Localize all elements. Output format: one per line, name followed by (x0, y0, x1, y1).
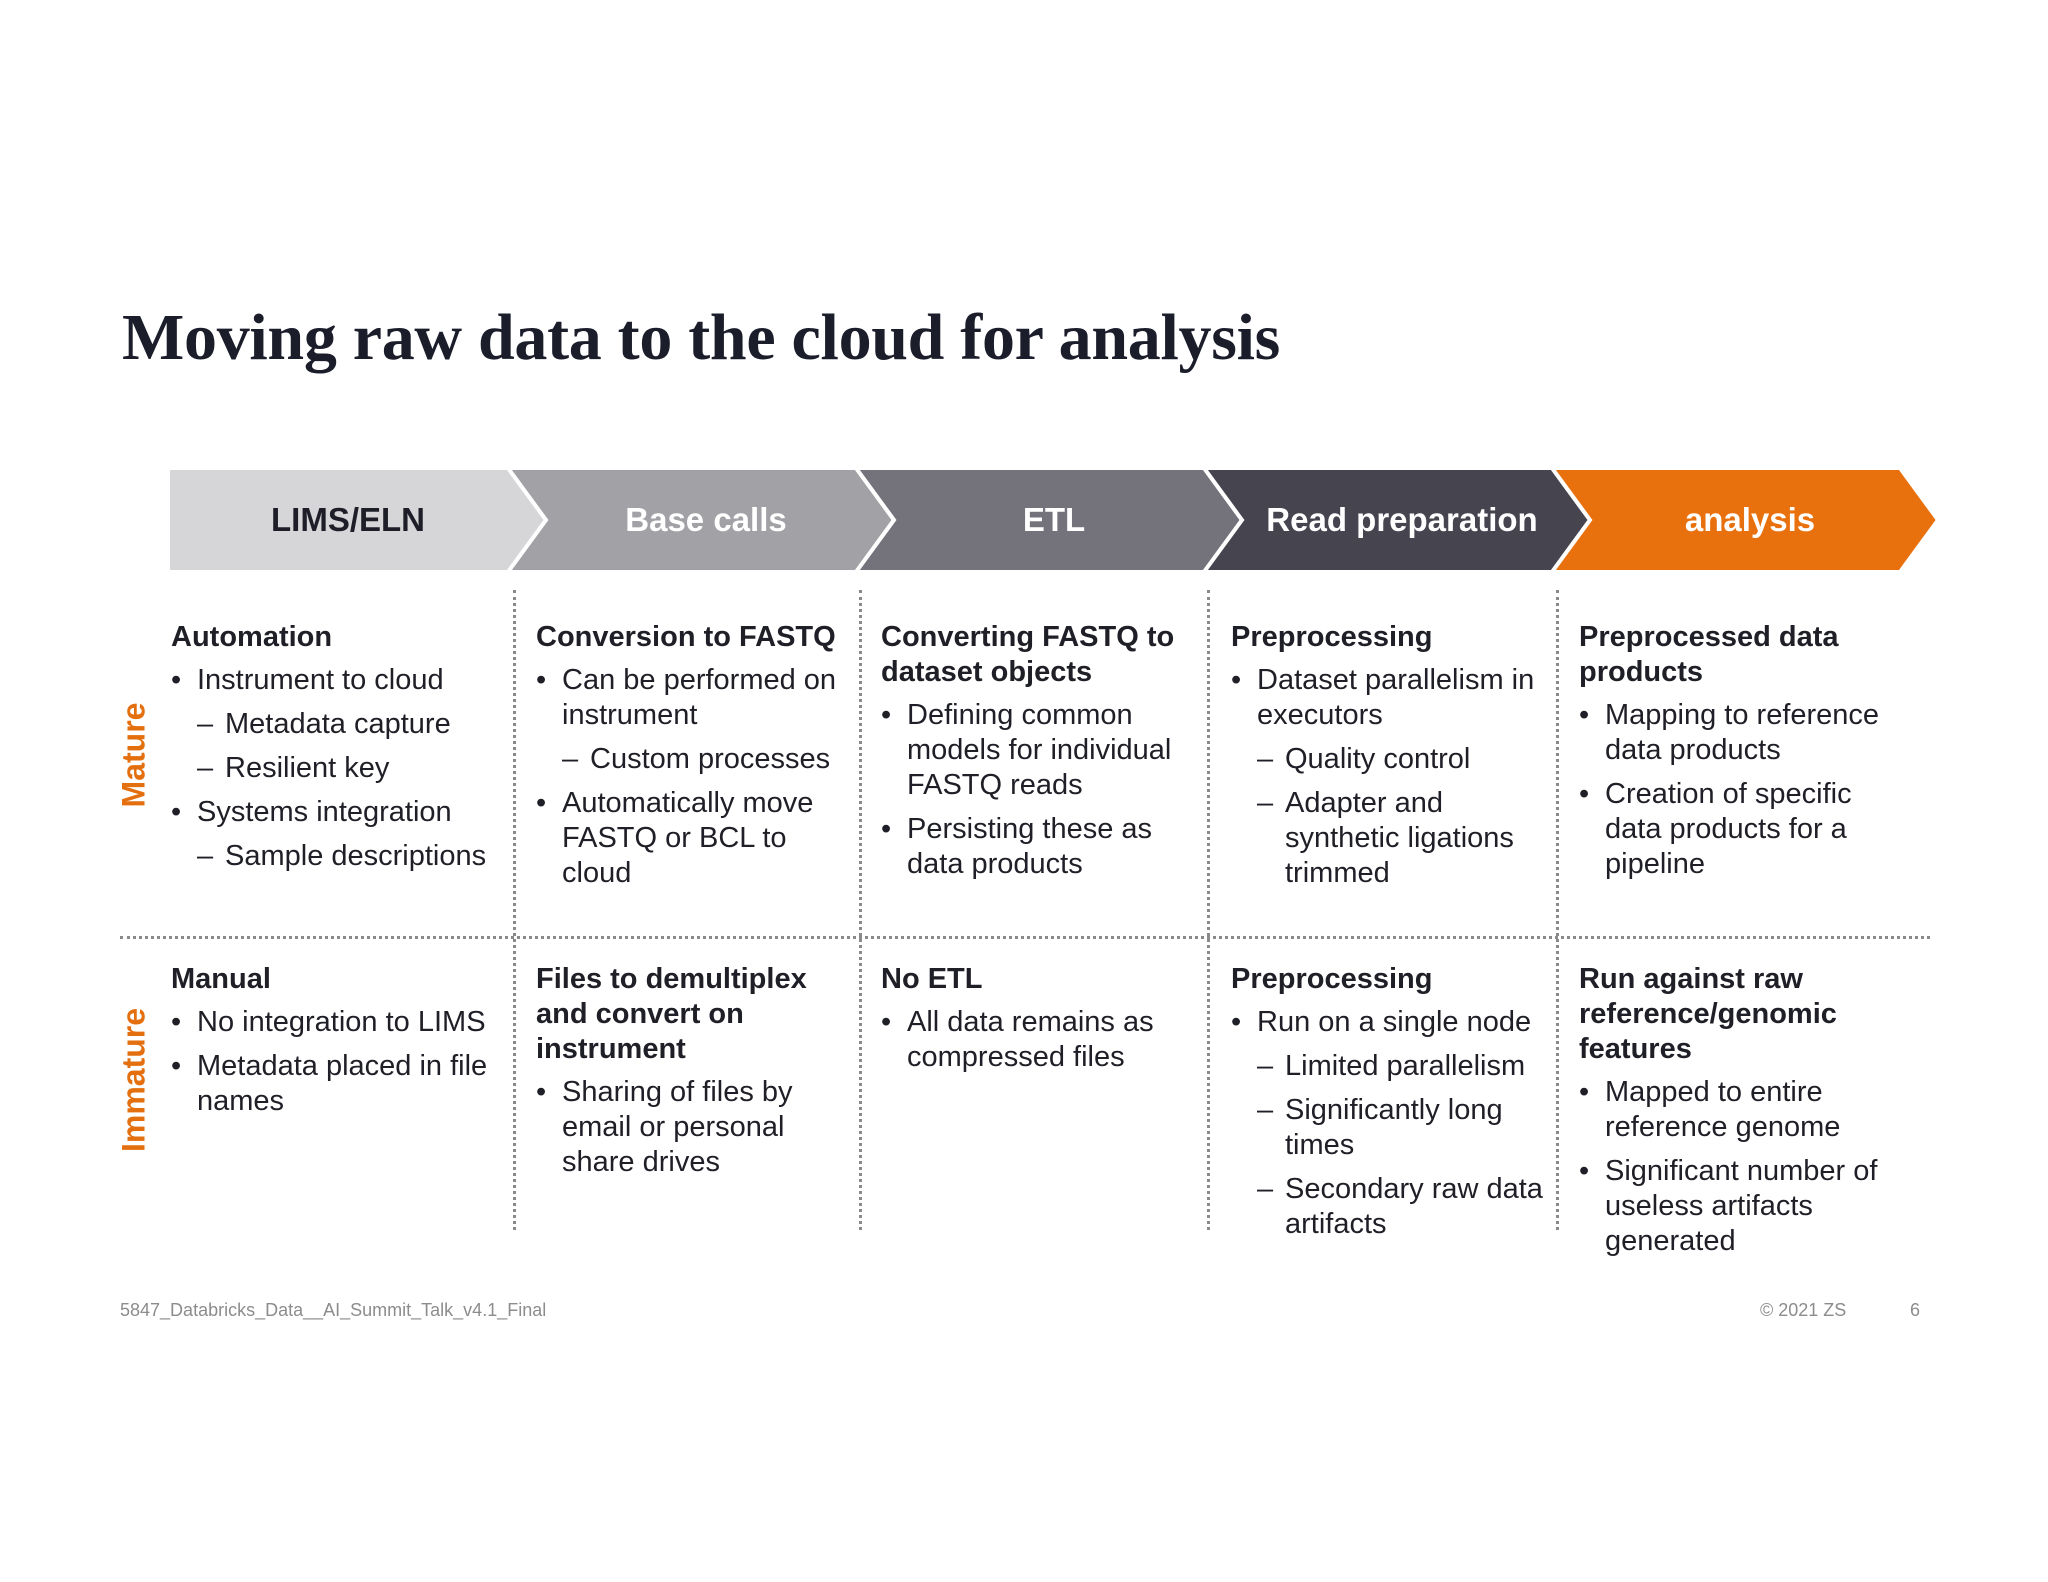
row-label-immature: Immature (115, 1007, 152, 1153)
column-divider (513, 590, 516, 1230)
cell-mature-base-calls: Conversion to FASTQ Can be performed on i… (536, 620, 854, 900)
cell-mature-etl: Converting FASTQ to dataset objects Defin… (881, 620, 1199, 891)
cell-immature-base-calls: Files to demultiplex and convert on inst… (536, 962, 854, 1189)
footer-page-number: 6 (1910, 1300, 1921, 1320)
step-label-base-calls: Base calls (625, 501, 787, 538)
cell-heading: Run against raw reference/genomic featur… (1579, 963, 1837, 1065)
cell-heading: No ETL (881, 963, 983, 995)
sub-bullet-item: Adapter and synthetic ligations trimmed (1231, 786, 1549, 891)
sub-bullet-item: Resilient key (171, 751, 501, 786)
bullet-item: Mapping to reference data products (1579, 698, 1899, 768)
bullet-item: Persisting these as data products (881, 812, 1199, 882)
bullet-item: Automatically move FASTQ or BCL to cloud (536, 786, 854, 891)
step-label-analysis: analysis (1684, 501, 1816, 538)
cell-heading: Conversion to FASTQ (536, 621, 836, 653)
sub-bullet-item: Significantly long times (1231, 1093, 1549, 1163)
row-label-mature: Mature (115, 702, 152, 808)
cell-heading: Preprocessed data products (1579, 621, 1839, 688)
footer-copyright: © 2021 ZS (1760, 1300, 1847, 1320)
footer-doc-name: 5847_Databricks_Data__AI_Summit_Talk_v4.… (120, 1300, 547, 1320)
sub-bullet-item: Sample descriptions (171, 839, 501, 874)
cell-heading: Automation (171, 621, 333, 653)
column-divider (1207, 590, 1210, 1230)
row-divider (120, 936, 1930, 939)
step-label-lims: LIMS/ELN (271, 501, 425, 538)
sub-bullet-item: Quality control (1231, 742, 1549, 777)
sub-bullet-item: Limited parallelism (1231, 1049, 1549, 1084)
sub-bullet-item: Secondary raw data artifacts (1231, 1172, 1549, 1242)
bullet-item: Significant number of useless artifacts … (1579, 1154, 1899, 1259)
cell-immature-etl: No ETL All data remains as compressed fil… (881, 962, 1199, 1084)
cell-mature-analysis: Preprocessed data products Mapping to ref… (1579, 620, 1899, 891)
sub-bullet-item: Custom processes (536, 742, 854, 777)
bullet-item: Instrument to cloud (171, 663, 501, 698)
step-label-etl: ETL (1022, 501, 1086, 538)
bullet-item: Creation of specific data products for a… (1579, 777, 1899, 882)
sub-bullet-item: Metadata capture (171, 707, 501, 742)
bullet-item: All data remains as compressed files (881, 1005, 1199, 1075)
cell-mature-lims: Automation Instrument to cloud Metadata ca… (171, 620, 501, 883)
cell-immature-lims: Manual No integration to LIMS Metadata pla… (171, 962, 501, 1128)
cell-heading: Preprocessing (1231, 621, 1433, 653)
cell-heading: Converting FASTQ to dataset objects (881, 621, 1175, 688)
slide-title: Moving raw data to the cloud for analysi… (122, 301, 1281, 374)
cell-heading: Files to demultiplex and convert on inst… (536, 963, 807, 1065)
cell-immature-analysis: Run against raw reference/genomic featur… (1579, 962, 1899, 1268)
bullet-item: Defining common models for individual FA… (881, 698, 1199, 803)
bullet-item: No integration to LIMS (171, 1005, 501, 1040)
column-divider (859, 590, 862, 1230)
bullet-item: Sharing of files by email or personal sh… (536, 1075, 854, 1180)
bullet-item: Can be performed on instrument (536, 663, 854, 733)
cell-heading: Preprocessing (1231, 963, 1433, 995)
bullet-item: Metadata placed in file names (171, 1049, 501, 1119)
bullet-item: Mapped to entire reference genome (1579, 1075, 1899, 1145)
bullet-item: Systems integration (171, 795, 501, 830)
column-divider (1556, 590, 1559, 1230)
bullet-item: Dataset parallelism in executors (1231, 663, 1549, 733)
cell-immature-read-preparation: Preprocessing Run on a single node Limited… (1231, 962, 1549, 1251)
bullet-item: Run on a single node (1231, 1005, 1549, 1040)
step-label-read-preparation: Read preparation (1266, 501, 1538, 538)
cell-mature-read-preparation: Preprocessing Dataset parallelism in exec… (1231, 620, 1549, 900)
cell-heading: Manual (171, 963, 271, 995)
